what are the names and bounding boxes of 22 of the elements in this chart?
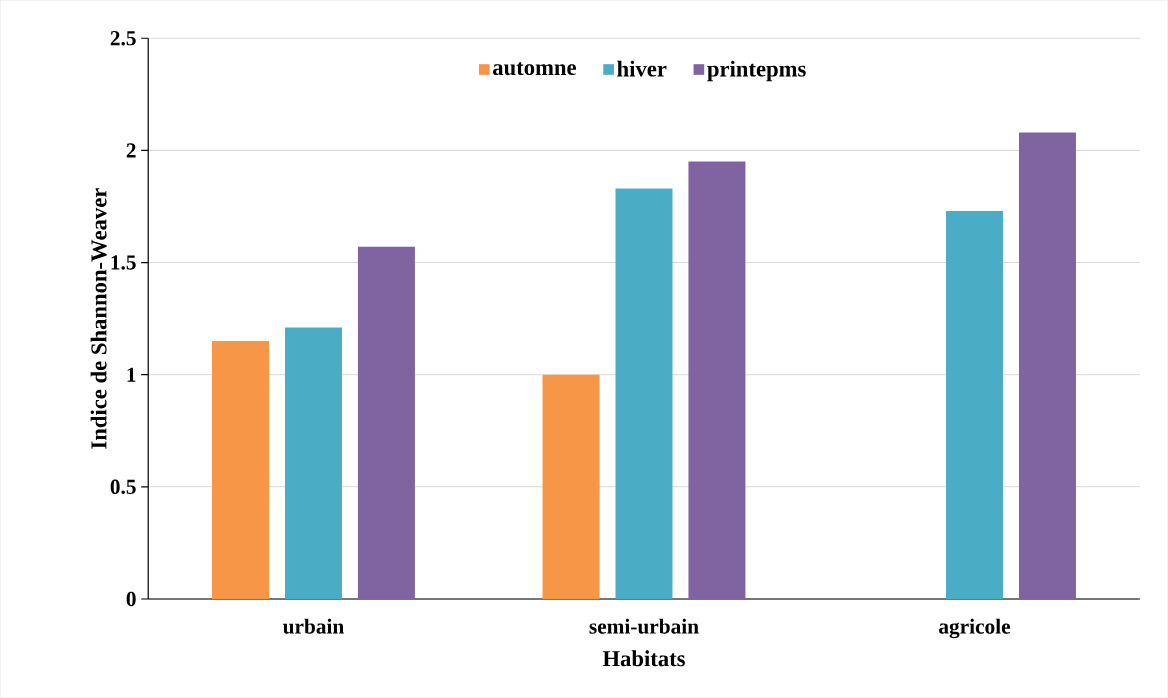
bar: [357, 246, 415, 599]
x-tick-label: urbain: [282, 618, 344, 634]
bar: [946, 210, 1003, 599]
bar: [688, 161, 746, 599]
x-tick-label: agricole: [939, 618, 1011, 639]
y-axis-title: Indice de Shannon-Weaver: [90, 188, 107, 449]
legend-label: hiver: [617, 60, 667, 77]
legend-label: automne: [493, 62, 576, 76]
y-tick-label: 0: [126, 591, 136, 607]
y-tick-label: 1.5: [111, 255, 136, 270]
y-tick-label: 0.5: [110, 479, 136, 494]
bar: [615, 188, 673, 599]
bar: [212, 340, 269, 599]
y-tick-label: 1: [127, 367, 136, 382]
y-tick-label: 2.5: [110, 30, 136, 46]
x-axis-title: Habitats: [602, 650, 685, 667]
bar: [284, 327, 342, 599]
x-tick-label: semi-urbain: [589, 618, 699, 634]
legend-label: printepms: [707, 60, 806, 82]
bar: [542, 374, 600, 599]
y-tick-label: 2: [126, 143, 136, 158]
bar: [1018, 132, 1076, 599]
